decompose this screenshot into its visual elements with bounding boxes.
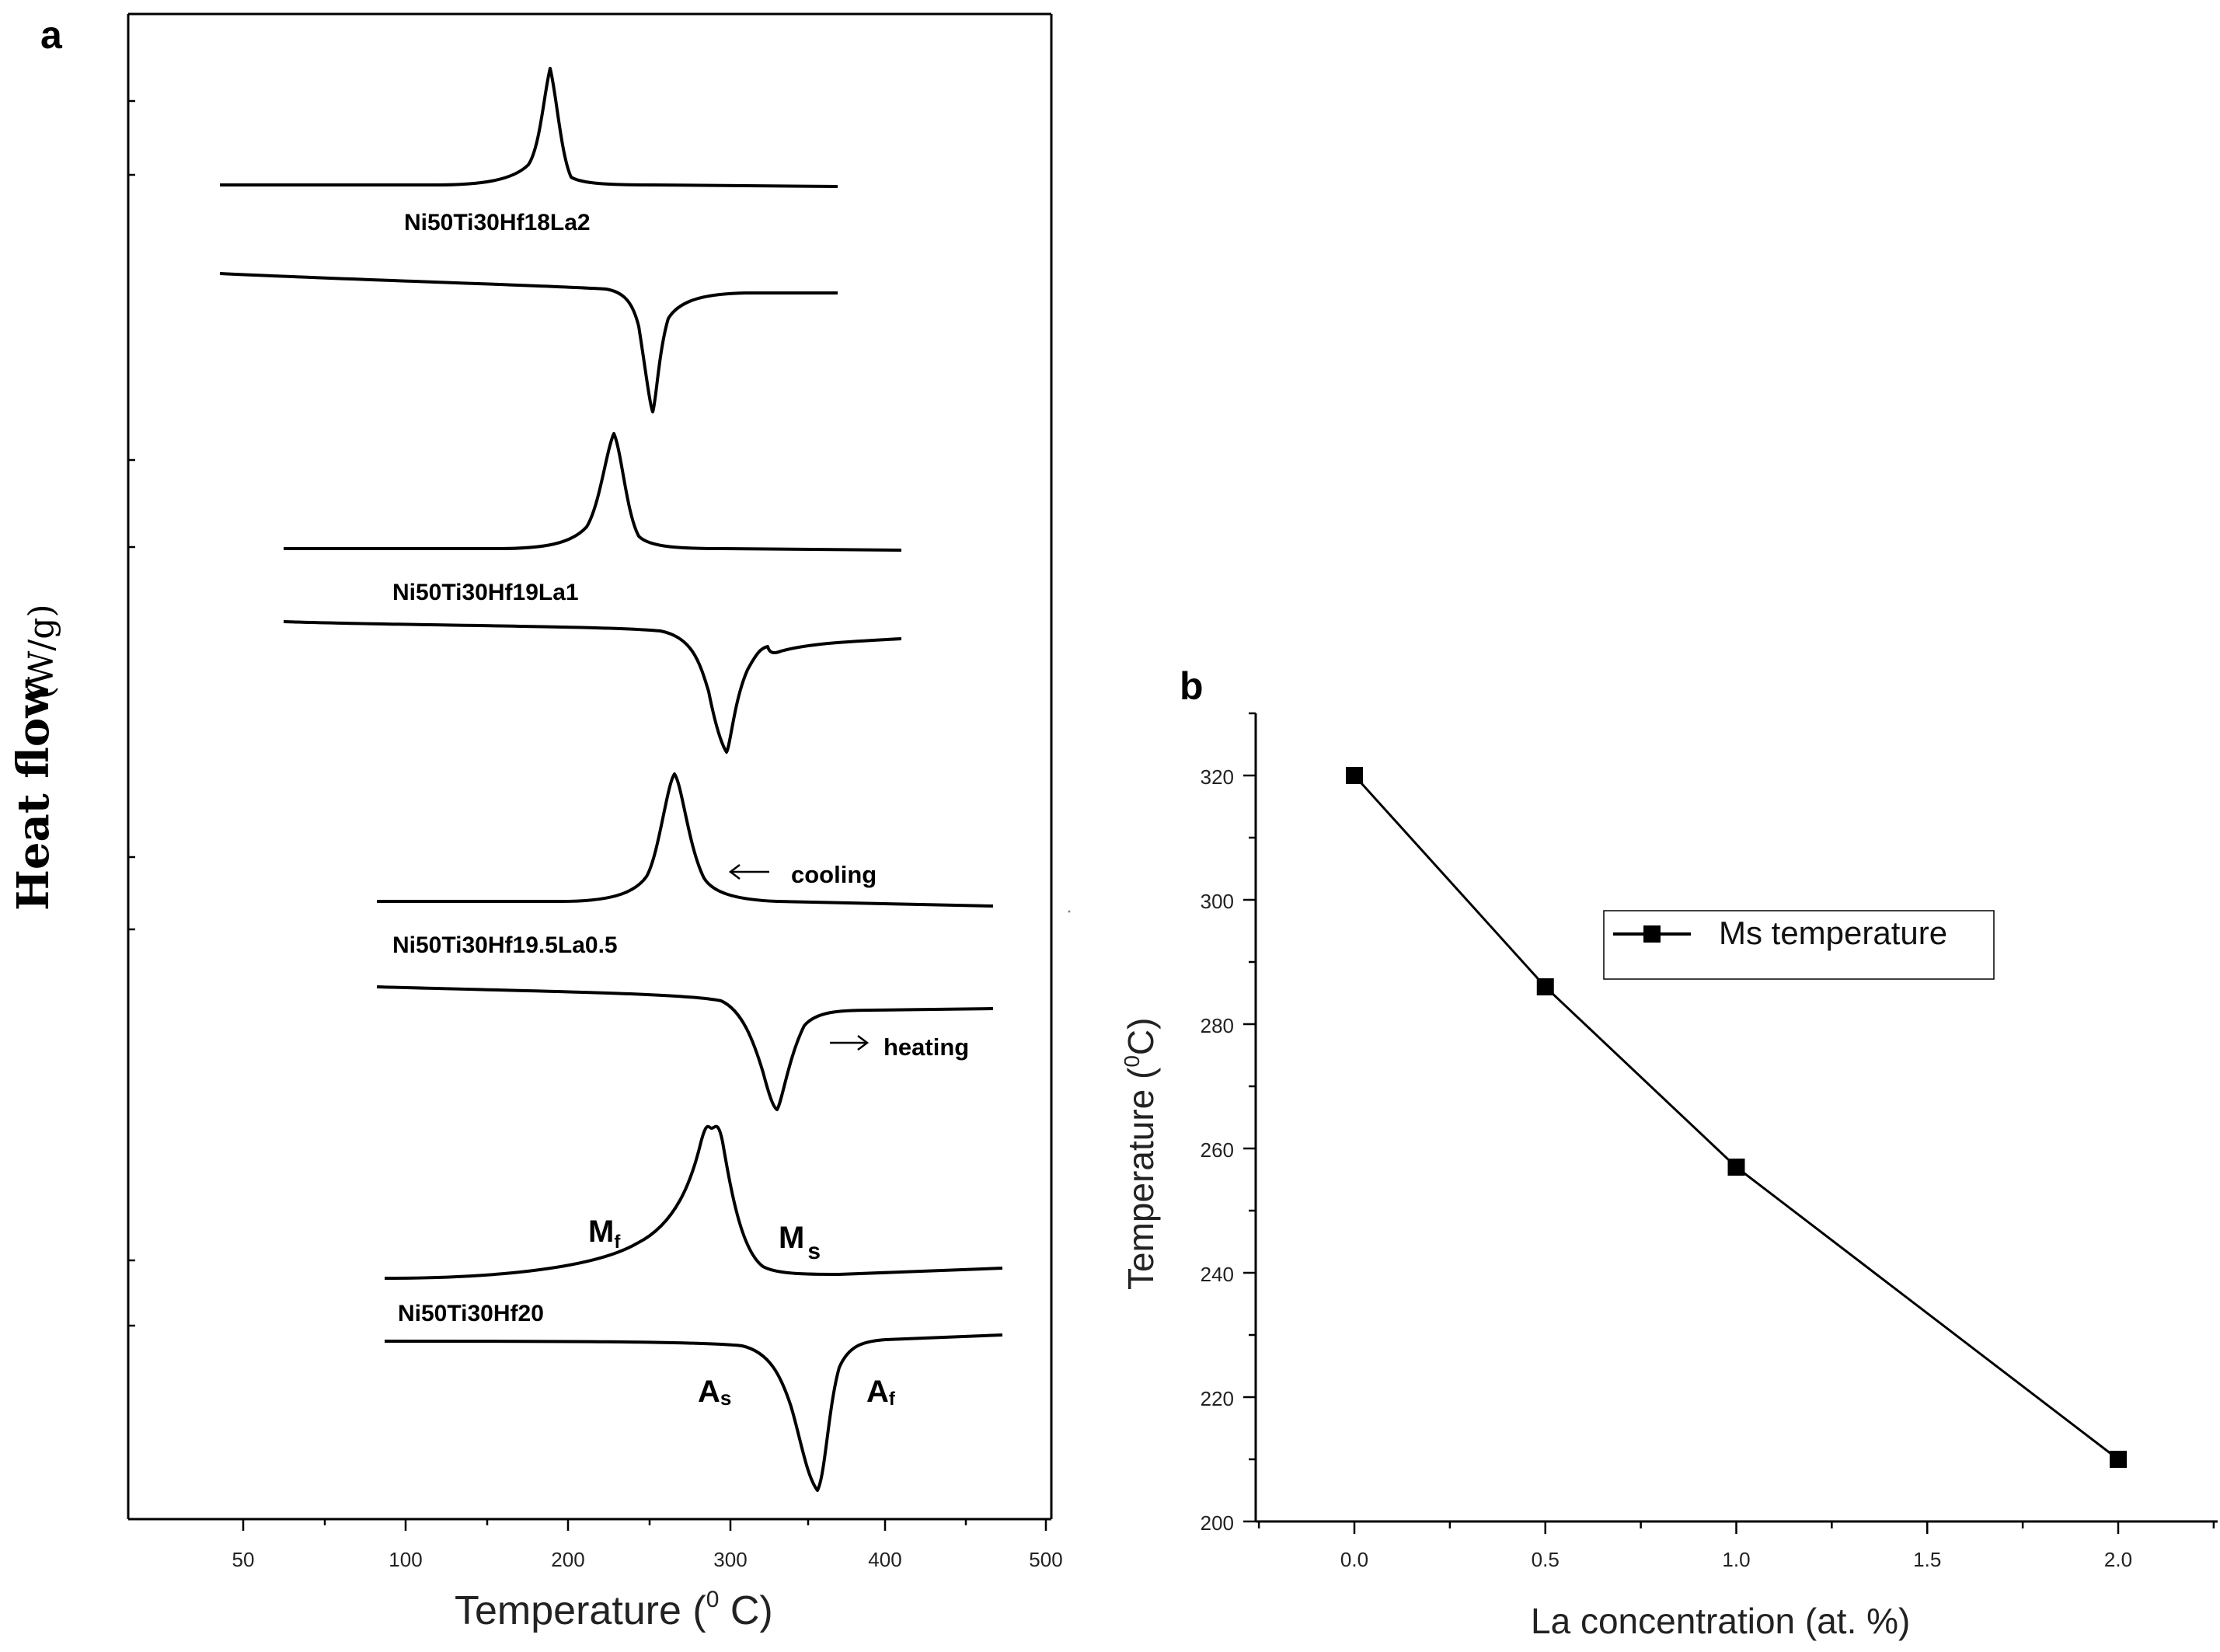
curve-la0-cooling — [384, 1124, 1003, 1280]
heating-arrow-head — [857, 1035, 870, 1051]
as-label: As — [698, 1375, 731, 1410]
cooling-annotation: cooling — [728, 861, 876, 888]
series-label-la05: Ni50Ti30Hf19.5La0.5 — [392, 932, 618, 958]
panel-b-y-tick-label: 280 — [1201, 1014, 1234, 1037]
panel-b-x-tick-label: 1.0 — [1722, 1548, 1750, 1571]
panel-a-x-ticks: 50 100 200 300 400 500 — [232, 1519, 1063, 1571]
legend-box — [1603, 910, 1995, 980]
panel-b-y-ticks: 200 220 240 260 280 300 320 — [1201, 712, 1256, 1535]
panel-a-left-ticks — [128, 99, 135, 1327]
panel-b-y-tick-label: 320 — [1201, 765, 1234, 789]
heating-annotation: heating — [830, 1033, 969, 1061]
panel-b-series — [1346, 767, 2127, 1468]
panel-b-x-tick-label: 2.0 — [2104, 1548, 2132, 1571]
ms-temperature-point — [1346, 767, 1363, 784]
panel-b-y-tick-label: 220 — [1201, 1387, 1234, 1410]
ms-temperature-point — [1536, 978, 1554, 995]
panel-b-label: b — [1180, 664, 1204, 708]
panel-b-y-tick-label: 300 — [1201, 890, 1234, 913]
curve-la05-cooling — [377, 772, 994, 908]
panel-b-y-tick-label: 260 — [1201, 1138, 1234, 1162]
curve-la05-heating — [376, 985, 994, 1111]
panel-a-x-tick-label: 500 — [1029, 1548, 1062, 1571]
heating-label: heating — [883, 1033, 969, 1061]
cooling-label: cooling — [791, 861, 876, 888]
curve-la2-cooling — [220, 67, 838, 188]
stray-mark — [1068, 910, 1071, 913]
ms-temperature-point — [2110, 1451, 2127, 1468]
panel-a-x-tick-label: 50 — [232, 1548, 255, 1571]
curve-la0-heating — [384, 1333, 1003, 1492]
legend-label: Ms temperature — [1719, 915, 1947, 951]
panel-b-x-ticks: 0.0 0.5 1.0 1.5 2.0 — [1257, 1521, 2215, 1571]
panel-a-label: a — [40, 13, 63, 57]
panel-b-x-tick-label: 0.5 — [1532, 1548, 1560, 1571]
panel-a-ylabel-main: Heat flow — [8, 679, 59, 911]
panel-a-x-tick-label: 200 — [551, 1548, 584, 1571]
ms-temperature-point — [1727, 1159, 1745, 1176]
panel-b-y-tick-label: 200 — [1201, 1511, 1234, 1535]
curve-la2-heating — [219, 272, 838, 413]
curve-la1-cooling — [284, 432, 902, 552]
ms-temperature-line — [1353, 774, 2119, 1461]
panel-b-y-tick-label: 240 — [1201, 1263, 1234, 1286]
legend: Ms temperature — [1603, 910, 1995, 980]
panel-b-x-tick-label: 1.5 — [1913, 1548, 1941, 1571]
panel-b-x-tick-label: 0.0 — [1340, 1548, 1368, 1571]
panel-b-ylabel: Temperature (0C) — [1120, 1018, 1161, 1290]
legend-marker — [1643, 925, 1661, 943]
panel-a-x-tick-label: 400 — [868, 1548, 901, 1571]
series-label-la0: Ni50Ti30Hf20 — [398, 1301, 544, 1326]
panel-a-xlabel: Temperature (0 C) — [455, 1587, 773, 1633]
panel-a: a 50 100 200 300 400 500 Heat flow (W/g) Temp… — [8, 12, 1071, 1633]
panel-a-x-tick-label: 300 — [713, 1548, 747, 1571]
af-label: Af — [866, 1375, 896, 1410]
series-label-la2: Ni50Ti30Hf18La2 — [404, 210, 591, 235]
panel-a-x-tick-label: 100 — [389, 1548, 422, 1571]
panel-b-xlabel: La concentration (at. %) — [1531, 1601, 1910, 1641]
series-label-la1: Ni50Ti30Hf19La1 — [392, 580, 579, 605]
mf-label: Mf — [588, 1215, 621, 1253]
curve-la1-heating — [283, 620, 902, 754]
panel-a-ylabel-unit: (W/g) — [22, 604, 61, 699]
cooling-arrow-head — [728, 864, 741, 880]
